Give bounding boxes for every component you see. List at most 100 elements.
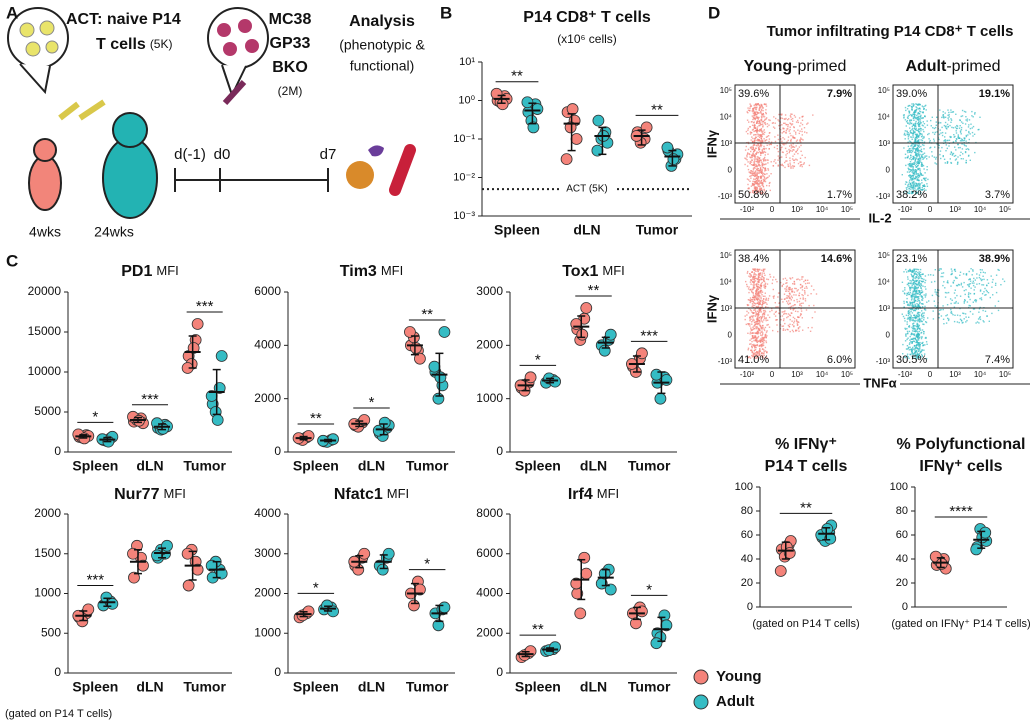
event-dot (912, 348, 914, 350)
event-dot (911, 348, 913, 350)
event-dot (785, 286, 788, 288)
event-dot (760, 109, 763, 111)
event-dot (907, 105, 909, 107)
event-dot (757, 333, 759, 335)
event-dot (751, 344, 754, 346)
event-dot (762, 300, 765, 302)
chart-title: P14 T cells (765, 458, 848, 475)
event-dot (764, 309, 766, 312)
event-dot (755, 294, 757, 296)
y-tick-label: 2000 (254, 586, 281, 600)
event-dot (761, 272, 763, 274)
event-dot (755, 305, 758, 308)
event-dot (759, 185, 761, 187)
event-dot (752, 268, 754, 270)
event-dot (751, 191, 754, 194)
event-dot (920, 139, 922, 141)
event-dot (908, 175, 910, 177)
event-dot (753, 107, 755, 109)
event-dot (946, 304, 949, 306)
event-dot (757, 130, 760, 132)
event-dot (969, 127, 972, 130)
event-dot (933, 300, 935, 302)
event-dot (921, 174, 923, 176)
event-dot (920, 314, 923, 316)
event-dot (804, 156, 806, 159)
chart-title-suffix: MFI (387, 486, 409, 501)
event-dot (915, 173, 917, 175)
event-dot (918, 336, 920, 339)
event-dot (752, 336, 754, 338)
event-dot (801, 289, 804, 291)
event-dot (918, 273, 920, 275)
event-dot (800, 308, 802, 310)
event-dot (925, 321, 927, 323)
event-dot (785, 117, 787, 120)
event-dot (923, 157, 925, 159)
event-dot (801, 128, 803, 130)
event-dot (786, 290, 788, 292)
event-dot (917, 135, 919, 137)
panel-label: C (6, 251, 18, 270)
event-dot (785, 160, 787, 162)
significance-label: *** (141, 391, 159, 408)
event-dot (759, 303, 761, 305)
event-dot (750, 172, 752, 175)
event-dot (767, 278, 770, 281)
event-dot (909, 316, 911, 319)
event-dot (968, 124, 970, 126)
event-dot (959, 146, 961, 149)
event-dot (913, 104, 915, 106)
event-dot (764, 167, 766, 169)
event-dot (760, 135, 763, 137)
event-dot (911, 150, 914, 153)
event-dot (925, 189, 927, 191)
event-dot (790, 166, 792, 168)
event-dot (911, 122, 913, 124)
event-dot (919, 159, 922, 161)
event-dot (761, 299, 764, 302)
event-dot (909, 165, 911, 168)
event-dot (766, 324, 768, 326)
event-dot (940, 275, 942, 278)
event-dot (981, 278, 983, 281)
event-dot (914, 304, 916, 307)
event-dot (758, 146, 760, 148)
event-dot (946, 123, 949, 126)
event-dot (913, 301, 916, 303)
event-dot (788, 295, 790, 297)
event-dot (756, 340, 758, 342)
event-dot (911, 125, 913, 128)
event-dot (911, 162, 913, 165)
event-dot (757, 322, 759, 324)
event-dot (763, 119, 766, 122)
event-dot (903, 302, 905, 304)
event-dot (934, 291, 936, 293)
event-dot (924, 305, 926, 308)
event-dot (757, 179, 759, 181)
event-dot (905, 164, 907, 167)
event-dot (756, 160, 758, 163)
event-dot (917, 298, 919, 300)
event-dot (927, 317, 929, 319)
event-dot (920, 145, 922, 148)
event-dot (768, 140, 770, 143)
event-dot (943, 140, 945, 142)
event-dot (765, 340, 767, 342)
event-dot (758, 104, 760, 106)
event-dot (969, 159, 971, 161)
event-dot (766, 184, 768, 187)
event-dot (752, 320, 754, 322)
data-point (106, 597, 119, 610)
event-dot (921, 342, 923, 344)
event-dot (811, 326, 813, 329)
event-dot (950, 268, 953, 270)
event-dot (745, 280, 747, 283)
event-dot (788, 290, 790, 292)
event-dot (799, 139, 801, 142)
event-dot (756, 316, 759, 319)
event-dot (916, 147, 919, 149)
event-dot (773, 295, 775, 297)
event-dot (757, 354, 759, 357)
event-dot (785, 154, 787, 156)
